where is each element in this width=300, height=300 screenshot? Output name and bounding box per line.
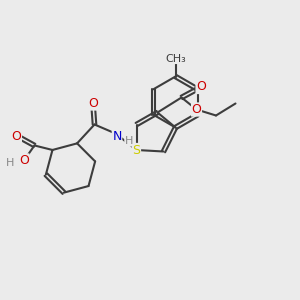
Text: O: O (196, 80, 206, 94)
Text: S: S (133, 143, 140, 157)
Text: H: H (6, 158, 15, 169)
Text: CH₃: CH₃ (165, 53, 186, 64)
Text: O: O (88, 97, 98, 110)
Text: N: N (112, 130, 122, 143)
Text: O: O (19, 154, 29, 167)
Text: O: O (192, 103, 201, 116)
Text: H: H (125, 136, 133, 146)
Text: O: O (11, 130, 21, 143)
